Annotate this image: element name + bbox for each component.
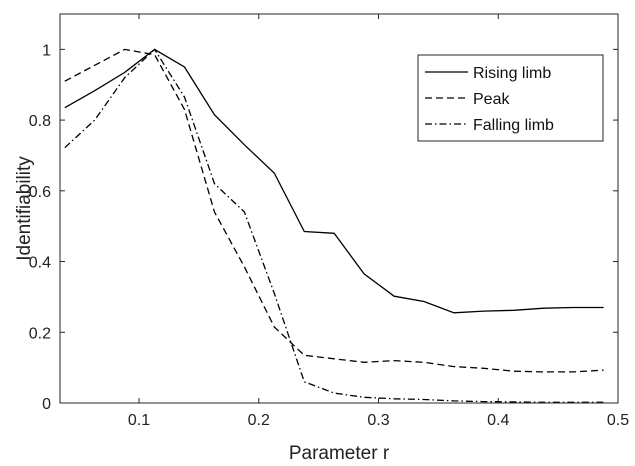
legend-label-rising-limb: Rising limb [473, 65, 551, 82]
legend: Rising limb Peak Falling limb [417, 54, 604, 142]
y-axis-label: Identifiability [14, 156, 35, 261]
x-axis-ticks: 0.1 0.2 0.3 0.4 0.5 [128, 14, 629, 429]
legend-box [417, 54, 604, 142]
y-tick-label: 0.6 [29, 184, 51, 201]
x-tick-label: 0.3 [367, 412, 389, 429]
y-tick-label: 0 [42, 396, 51, 413]
legend-label-falling-limb: Falling limb [473, 117, 554, 134]
legend-label-peak: Peak [473, 91, 510, 108]
x-tick-label: 0.5 [607, 412, 629, 429]
x-axis-label: Parameter r [289, 443, 390, 464]
y-tick-label: 0.4 [29, 255, 51, 272]
x-tick-label: 0.4 [487, 412, 509, 429]
series-line-peak [64, 48, 604, 373]
y-tick-label: 0.2 [29, 325, 51, 342]
series-lines-group [64, 48, 604, 403]
plot-frame [59, 13, 619, 404]
y-tick-label: 0.8 [29, 113, 51, 130]
x-tick-label: 0.1 [128, 412, 150, 429]
series-line-falling-limb [64, 48, 604, 403]
y-axis-ticks: 0 0.2 0.4 0.6 0.8 1 [29, 42, 618, 413]
y-tick-label: 1 [42, 42, 51, 59]
x-tick-label: 0.2 [248, 412, 270, 429]
